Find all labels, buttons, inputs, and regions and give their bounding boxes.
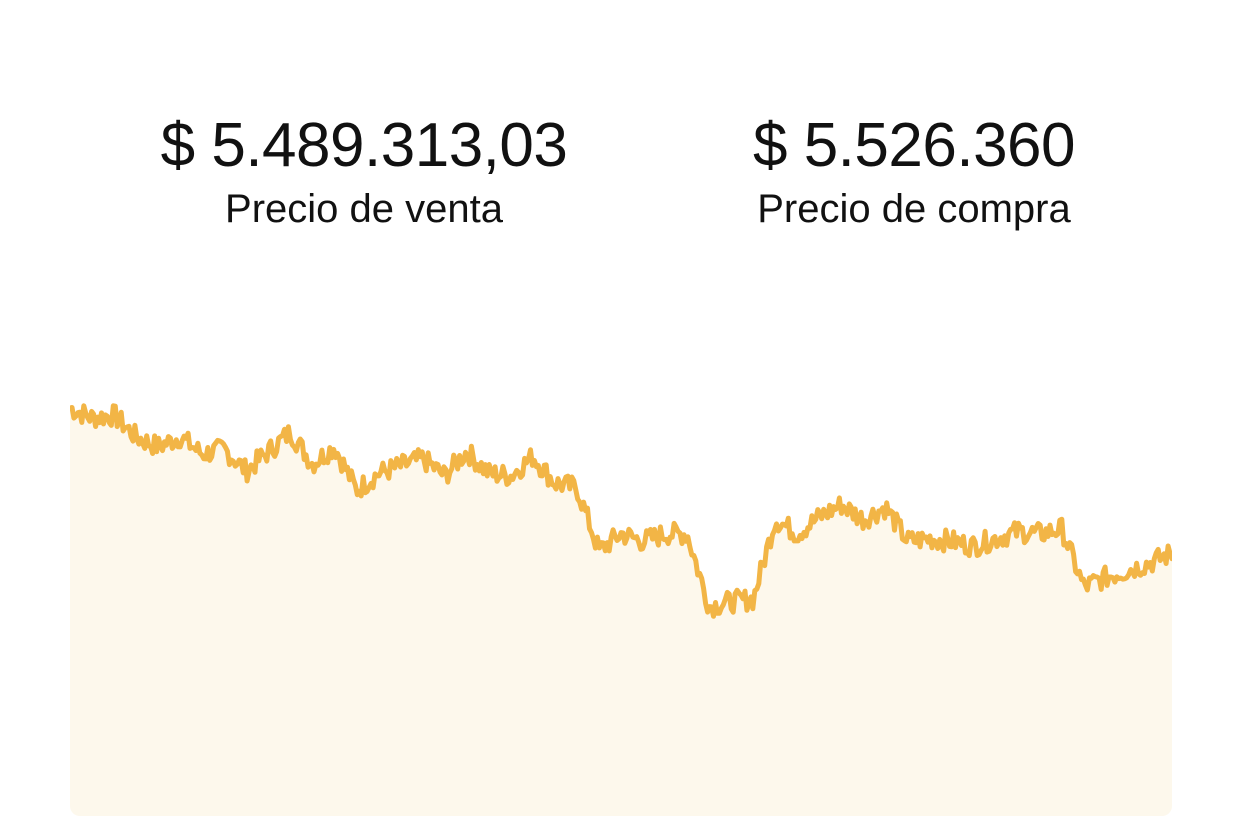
buy-price-value: $ 5.526.360: [752, 111, 1076, 180]
price-line: [70, 403, 1172, 619]
price-history-chart-svg: [70, 403, 1172, 816]
buy-price-label: Precio de compra: [757, 187, 1071, 231]
sell-price-label: Precio de venta: [225, 187, 503, 231]
sell-price-value: $ 5.489.313,03: [160, 111, 568, 180]
price-history-chart: [70, 380, 1172, 816]
sell-price-block: $ 5.489.313,03 Precio de venta: [134, 108, 594, 234]
price-area-fill: [70, 405, 1172, 816]
buy-price-block: $ 5.526.360 Precio de compra: [684, 108, 1144, 234]
